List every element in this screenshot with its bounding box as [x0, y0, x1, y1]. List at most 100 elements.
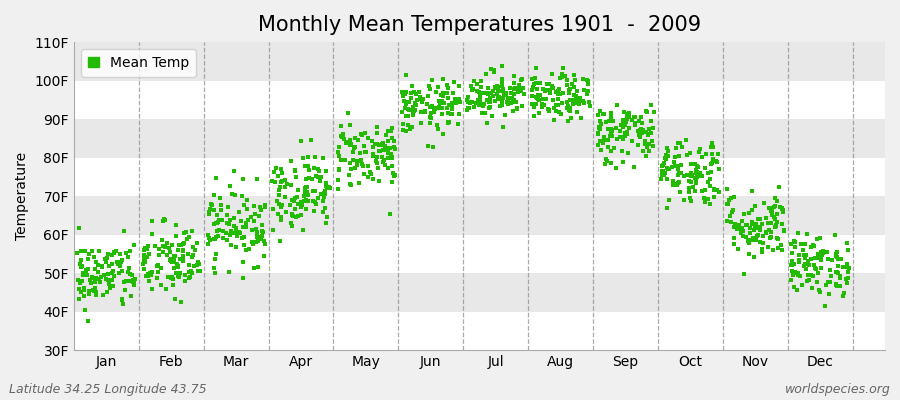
Point [343, 136, 357, 143]
Point [576, 76, 590, 82]
Point [568, 77, 582, 83]
Point [228, 191, 242, 198]
Point [837, 290, 851, 296]
Point [609, 102, 624, 108]
Point [491, 94, 506, 100]
Point [472, 89, 486, 95]
Point [792, 259, 806, 266]
Point [535, 101, 549, 108]
Point [386, 170, 400, 176]
Point [804, 272, 818, 279]
Point [395, 89, 410, 95]
Point [240, 197, 255, 203]
Point [482, 104, 496, 111]
Point [642, 126, 656, 132]
Point [473, 90, 488, 96]
Point [387, 172, 401, 179]
Point [227, 168, 241, 175]
Point [173, 256, 187, 262]
Point [245, 226, 259, 233]
Point [831, 269, 845, 276]
Point [763, 205, 778, 212]
Point [156, 243, 170, 249]
Point [253, 236, 267, 242]
Point [83, 277, 97, 283]
Point [400, 72, 414, 78]
Point [799, 231, 814, 238]
Point [73, 279, 87, 286]
Point [432, 98, 446, 105]
Point [701, 195, 716, 202]
Point [622, 125, 636, 131]
Point [634, 129, 649, 136]
Point [472, 98, 487, 104]
Point [615, 148, 629, 154]
Point [178, 278, 193, 284]
Point [446, 90, 460, 96]
Point [644, 118, 659, 124]
Point [495, 83, 509, 89]
Point [542, 81, 556, 87]
Point [295, 202, 310, 208]
Point [525, 76, 539, 82]
Point [701, 170, 716, 176]
Point [88, 287, 103, 294]
Point [604, 114, 618, 120]
Point [742, 250, 756, 257]
Point [138, 259, 152, 265]
Point [742, 240, 756, 246]
Point [614, 134, 628, 140]
Point [266, 169, 281, 176]
Point [671, 140, 686, 146]
Point [396, 90, 410, 97]
Point [318, 205, 332, 211]
Point [494, 87, 508, 94]
Point [248, 218, 262, 224]
Point [770, 218, 784, 225]
Point [622, 114, 636, 120]
Point [562, 86, 577, 92]
Point [541, 106, 555, 112]
Point [99, 258, 113, 265]
Point [377, 161, 392, 168]
Point [797, 241, 812, 247]
Point [387, 138, 401, 144]
Point [564, 115, 579, 122]
Point [818, 282, 832, 288]
Point [764, 229, 778, 236]
Point [155, 237, 169, 244]
Point [625, 116, 639, 123]
Point [157, 216, 171, 223]
Point [220, 204, 235, 210]
Point [159, 252, 174, 258]
Point [76, 287, 91, 293]
Point [598, 119, 613, 126]
Point [112, 269, 126, 276]
Point [426, 143, 440, 150]
Point [507, 90, 521, 97]
Point [308, 188, 322, 195]
Point [769, 195, 783, 201]
Point [660, 165, 674, 172]
Point [474, 78, 489, 84]
Point [445, 100, 459, 106]
Point [560, 104, 574, 111]
Point [548, 102, 562, 108]
Point [645, 138, 660, 144]
Point [337, 136, 351, 142]
Point [513, 77, 527, 83]
Point [788, 244, 803, 250]
Point [491, 84, 505, 90]
Point [693, 146, 707, 152]
Point [820, 248, 834, 255]
Point [95, 292, 110, 298]
Point [384, 135, 399, 142]
Point [747, 227, 761, 233]
Point [706, 151, 720, 158]
Point [642, 141, 656, 147]
Point [311, 167, 326, 174]
Point [813, 289, 827, 295]
Point [460, 97, 474, 104]
Point [475, 109, 490, 116]
Point [75, 257, 89, 264]
